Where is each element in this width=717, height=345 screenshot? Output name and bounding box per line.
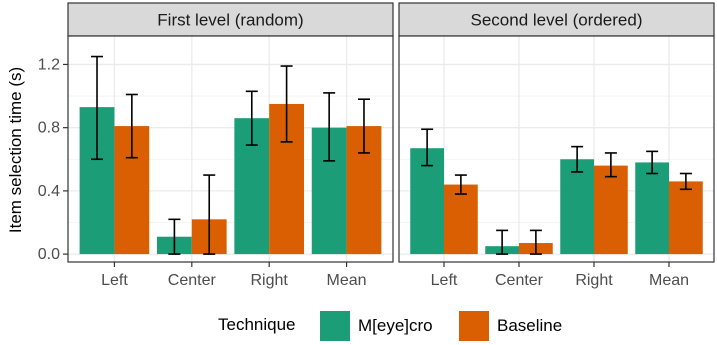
error-bar [280, 65, 293, 143]
legend-key-meyecro [320, 311, 350, 341]
y-tick-label: 0.4 [38, 183, 60, 200]
y-tick-label: 0.8 [38, 120, 60, 137]
panel-strip [398, 2, 715, 37]
panel-title: Second level (ordered) [471, 11, 643, 30]
panels-layer: First level (random) Left Center Right Mean 0… [38, 2, 715, 289]
x-tick-label: Right [251, 272, 289, 289]
legend-label-meyecro: M[eye]cro [358, 316, 433, 335]
error-bar [91, 55, 104, 161]
panel-border [398, 35, 715, 263]
error-bar [323, 92, 336, 162]
bar-baseline-right [594, 165, 628, 255]
error-bar [646, 150, 659, 175]
legend-key-baseline [459, 311, 489, 341]
legend-title: Technique [218, 315, 296, 334]
x-tick-label: Mean [327, 272, 367, 289]
panel-strip [67, 2, 394, 37]
bar-baseline-mean [669, 181, 703, 255]
x-tick-label: Mean [649, 272, 689, 289]
error-bar [571, 145, 584, 173]
y-tick-label: 1.2 [38, 56, 60, 73]
bar-meyecro-right [560, 159, 594, 255]
panel-border [67, 35, 394, 263]
error-bar [679, 172, 692, 191]
error-bar [168, 218, 181, 255]
x-tick-label: Left [101, 272, 128, 289]
error-bar [421, 128, 434, 167]
bar-meyecro-mean [635, 162, 669, 255]
panel-1: First level (random) Left Center Right Mean 0… [38, 2, 394, 289]
error-bar [604, 152, 617, 178]
bar-baseline-left [444, 184, 478, 255]
legend: Technique M[eye]cro Baseline [218, 311, 562, 341]
error-bar [125, 93, 138, 159]
error-bar [529, 229, 542, 255]
x-tick-label: Left [431, 272, 458, 289]
y-axis-title: Item selection time (s) [6, 67, 25, 233]
panel-title: First level (random) [157, 11, 303, 30]
panel-2: Second level (ordered) Left Center Right Mea… [398, 2, 715, 289]
error-bar [496, 229, 509, 255]
error-bar [203, 174, 216, 255]
error-bar [454, 174, 467, 195]
legend-label-baseline: Baseline [497, 316, 562, 335]
x-tick-label: Center [495, 272, 544, 289]
x-tick-label: Center [168, 272, 217, 289]
x-tick-label: Right [575, 272, 613, 289]
error-bar [245, 90, 258, 146]
error-bar [357, 98, 370, 154]
y-tick-label: 0.0 [38, 246, 60, 263]
